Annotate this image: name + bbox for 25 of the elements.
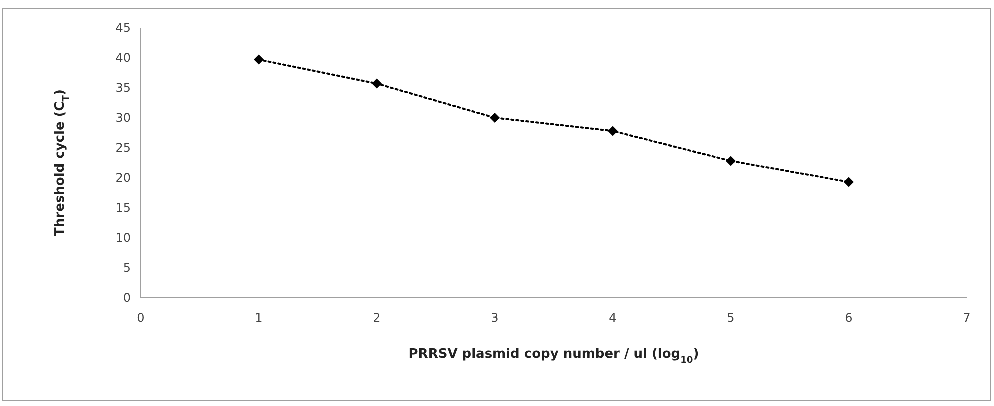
point xyxy=(726,156,736,166)
point xyxy=(844,177,854,188)
y-tick-label: 30 xyxy=(116,111,131,126)
y-tick-label: 25 xyxy=(116,141,131,156)
y-tick-label: 0 xyxy=(123,291,131,306)
y-tick-label: 15 xyxy=(116,201,131,216)
x-tick-label: 6 xyxy=(845,311,853,325)
x-tick-label: 1 xyxy=(255,311,263,325)
x-tick-label: 0 xyxy=(137,311,145,325)
point xyxy=(254,54,264,65)
y-tick-label: 40 xyxy=(116,51,131,66)
x-tick-label: 7 xyxy=(963,311,971,325)
point xyxy=(608,126,618,136)
point xyxy=(372,78,382,89)
y-tick-label: 10 xyxy=(116,231,131,246)
x-tick-label: 2 xyxy=(373,311,381,325)
y-tick-label: 45 xyxy=(116,21,131,36)
x-axis-title: PRRSV plasmid copy number / ul (log$_{10}$) xyxy=(408,347,700,366)
y-tick-label: 20 xyxy=(116,171,131,186)
x-tick-label: 3 xyxy=(491,311,499,325)
point xyxy=(490,113,500,123)
y-tick-label: 35 xyxy=(116,81,131,96)
x-tick-label: 5 xyxy=(727,311,735,325)
x-tick-label: 4 xyxy=(609,311,617,325)
y-tick-label: 5 xyxy=(123,261,131,276)
